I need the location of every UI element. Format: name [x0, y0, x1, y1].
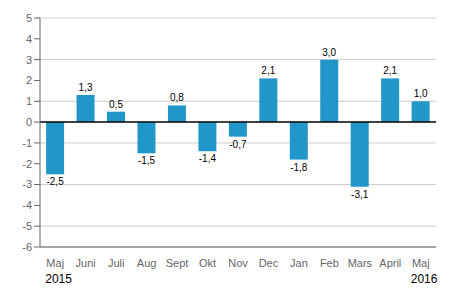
- svg-text:-0,7: -0,7: [229, 139, 247, 150]
- svg-text:1,0: 1,0: [414, 88, 428, 99]
- svg-text:3: 3: [26, 54, 32, 66]
- svg-text:Nov: Nov: [228, 257, 248, 269]
- svg-text:Dec: Dec: [259, 257, 279, 269]
- svg-text:Juni: Juni: [76, 257, 96, 269]
- svg-text:2: 2: [26, 74, 32, 86]
- svg-text:-2,5: -2,5: [46, 176, 64, 187]
- svg-text:-1,8: -1,8: [290, 162, 308, 173]
- svg-text:3,0: 3,0: [322, 47, 336, 58]
- svg-text:Mars: Mars: [348, 257, 373, 269]
- svg-text:-5: -5: [22, 220, 32, 232]
- svg-text:-3,1: -3,1: [351, 189, 369, 200]
- svg-text:-1: -1: [22, 137, 32, 149]
- svg-text:Feb: Feb: [320, 257, 339, 269]
- svg-text:Juli: Juli: [108, 257, 125, 269]
- svg-text:2015: 2015: [45, 272, 72, 286]
- svg-text:-1,5: -1,5: [138, 155, 156, 166]
- svg-text:4: 4: [26, 33, 32, 45]
- svg-text:1,3: 1,3: [79, 82, 93, 93]
- svg-text:Maj: Maj: [412, 257, 430, 269]
- svg-text:April: April: [379, 257, 401, 269]
- svg-text:-2: -2: [22, 158, 32, 170]
- svg-text:Jan: Jan: [290, 257, 308, 269]
- svg-text:-6: -6: [22, 241, 32, 253]
- svg-text:0,8: 0,8: [170, 92, 184, 103]
- svg-text:Sept: Sept: [166, 257, 189, 269]
- svg-text:5: 5: [26, 12, 32, 24]
- svg-text:-3: -3: [22, 178, 32, 190]
- svg-text:2,1: 2,1: [383, 65, 397, 76]
- svg-text:Okt: Okt: [199, 257, 216, 269]
- svg-text:-4: -4: [22, 199, 32, 211]
- svg-text:1: 1: [26, 95, 32, 107]
- svg-text:0,5: 0,5: [109, 99, 123, 110]
- svg-text:2,1: 2,1: [261, 65, 275, 76]
- svg-text:-1,4: -1,4: [199, 153, 217, 164]
- svg-text:Aug: Aug: [137, 257, 157, 269]
- svg-text:2016: 2016: [411, 272, 438, 286]
- svg-text:Maj: Maj: [46, 257, 64, 269]
- svg-text:0: 0: [26, 116, 32, 128]
